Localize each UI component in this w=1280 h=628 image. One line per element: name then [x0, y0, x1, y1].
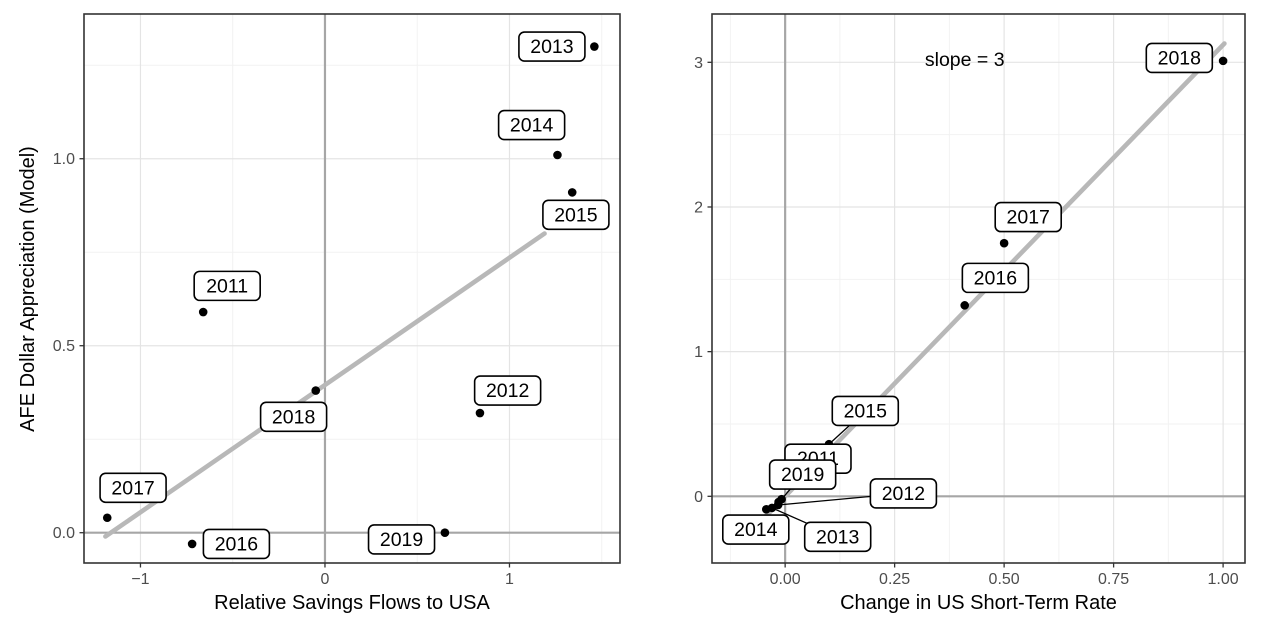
year-label-box-2016 — [961, 262, 1030, 294]
x-tick-label: −1 — [131, 571, 149, 588]
x-tick-label: 1.00 — [1208, 571, 1239, 588]
y-tick-label: 1 — [694, 344, 703, 361]
year-label-2017: 2017 — [111, 477, 154, 499]
x-tick-label: 0.25 — [879, 571, 910, 588]
year-label-box-2018 — [1145, 42, 1214, 74]
annotation-slope: slope = 3 — [925, 49, 1005, 71]
data-point-2016 — [960, 301, 970, 310]
data-point-2015 — [567, 188, 577, 197]
data-point-2019 — [440, 528, 450, 538]
right-x-axis-title: Change in US Short-Term Rate — [840, 592, 1117, 614]
year-label-box-2012 — [869, 478, 938, 509]
year-label-box-2013 — [518, 31, 586, 62]
panel-border — [83, 13, 621, 564]
year-label-2018: 2018 — [1158, 47, 1201, 69]
y-tick-label: 0.5 — [53, 338, 75, 355]
year-label-box-2019 — [768, 459, 837, 490]
year-label-2014: 2014 — [734, 519, 778, 541]
x-tick-label: 0.50 — [989, 571, 1020, 588]
year-label-box-2013 — [803, 521, 872, 553]
year-label-2019: 2019 — [781, 464, 824, 486]
data-point-2017 — [999, 238, 1009, 248]
year-label-box-2014 — [497, 109, 566, 141]
x-tick-label: 0.75 — [1098, 571, 1129, 588]
year-label-2012: 2012 — [486, 380, 529, 402]
x-tick-label: 0 — [321, 571, 330, 588]
year-label-box-2018 — [259, 401, 328, 433]
data-point-2016 — [187, 539, 197, 549]
year-label-2015: 2015 — [554, 204, 598, 226]
y-tick-label: 0 — [694, 489, 703, 506]
left-y-axis-title: AFE Dollar Appreciation (Model) — [17, 146, 39, 432]
y-tick-label: 1.0 — [53, 151, 75, 168]
year-label-2019: 2019 — [380, 529, 423, 551]
data-point-2012 — [475, 408, 485, 418]
panel-border — [711, 13, 1246, 564]
year-label-2015: 2015 — [844, 400, 888, 422]
data-point-2014 — [553, 150, 562, 160]
left-x-axis-title: Relative Savings Flows to USA — [214, 592, 490, 614]
year-label-2013: 2013 — [816, 526, 859, 548]
x-tick-label: 1 — [505, 571, 514, 588]
year-label-box-2017 — [994, 201, 1063, 233]
year-label-2016: 2016 — [215, 533, 258, 555]
year-label-box-2015 — [542, 199, 610, 231]
x-tick-label: 0.00 — [770, 571, 801, 588]
year-label-2011: 2011 — [206, 275, 248, 297]
year-label-box-2011 — [193, 270, 261, 302]
data-point-2018 — [1218, 56, 1228, 66]
year-label-box-2017 — [99, 472, 167, 504]
year-label-box-2012 — [473, 375, 542, 406]
data-point-2013 — [590, 42, 599, 51]
year-label-2016: 2016 — [974, 267, 1017, 289]
data-point-2013 — [767, 503, 777, 513]
year-label-box-2016 — [202, 528, 271, 560]
year-label-2018: 2018 — [272, 406, 315, 428]
data-point-2018 — [311, 386, 321, 395]
year-label-2012: 2012 — [882, 483, 925, 505]
y-tick-label: 2 — [694, 199, 703, 216]
year-label-box-2019 — [367, 524, 436, 555]
y-tick-label: 3 — [694, 55, 703, 72]
y-tick-label: 0.0 — [53, 525, 75, 542]
year-label-box-2015 — [831, 395, 900, 427]
year-label-2017: 2017 — [1007, 207, 1050, 229]
year-label-2014: 2014 — [510, 115, 554, 137]
year-label-box-2014 — [721, 514, 790, 545]
year-label-2013: 2013 — [530, 36, 573, 58]
data-point-2017 — [102, 513, 112, 523]
data-point-2011 — [198, 307, 208, 317]
trend-line — [103, 231, 547, 539]
